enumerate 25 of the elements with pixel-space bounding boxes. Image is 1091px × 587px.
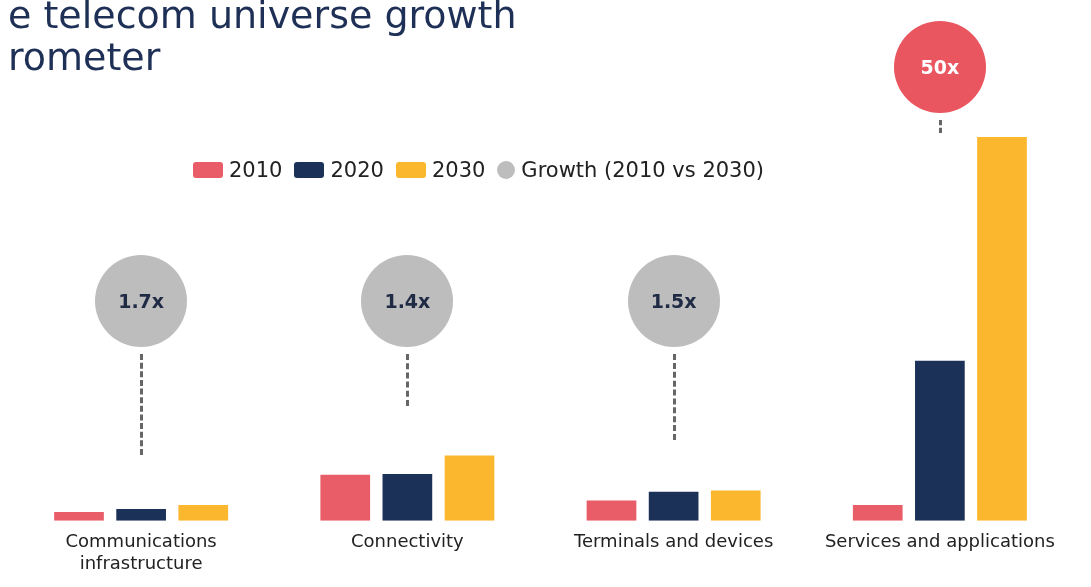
bar [915,360,965,521]
bar [54,511,104,521]
x-tick-label: Terminals and devices [572,530,774,552]
bar [444,455,495,521]
callout-bubble: 1.7x [95,254,188,456]
bar [320,474,371,521]
x-tick-label: Services and applications [824,530,1055,552]
bar [852,505,903,521]
legend-label: 2030 [431,158,486,182]
legend-label: 2020 [330,158,384,182]
bar [178,505,229,521]
x-tick-label: Connectivity [350,530,465,552]
bar [382,473,433,521]
bar [710,490,761,521]
annotation: 1.4x [361,254,454,347]
annotation: 1.7x [95,254,188,347]
callout-bubble: 1.5x [627,254,720,441]
legend-label: 2010 [229,158,283,182]
annotation: Growth (2010 vs 2030) [521,158,765,182]
bar [116,508,166,521]
x-tick-label: Communications infrastructure [65,530,217,573]
bar [586,500,637,521]
bar [977,136,1027,521]
annotation: 1.5x [627,254,720,347]
bar [648,491,699,521]
